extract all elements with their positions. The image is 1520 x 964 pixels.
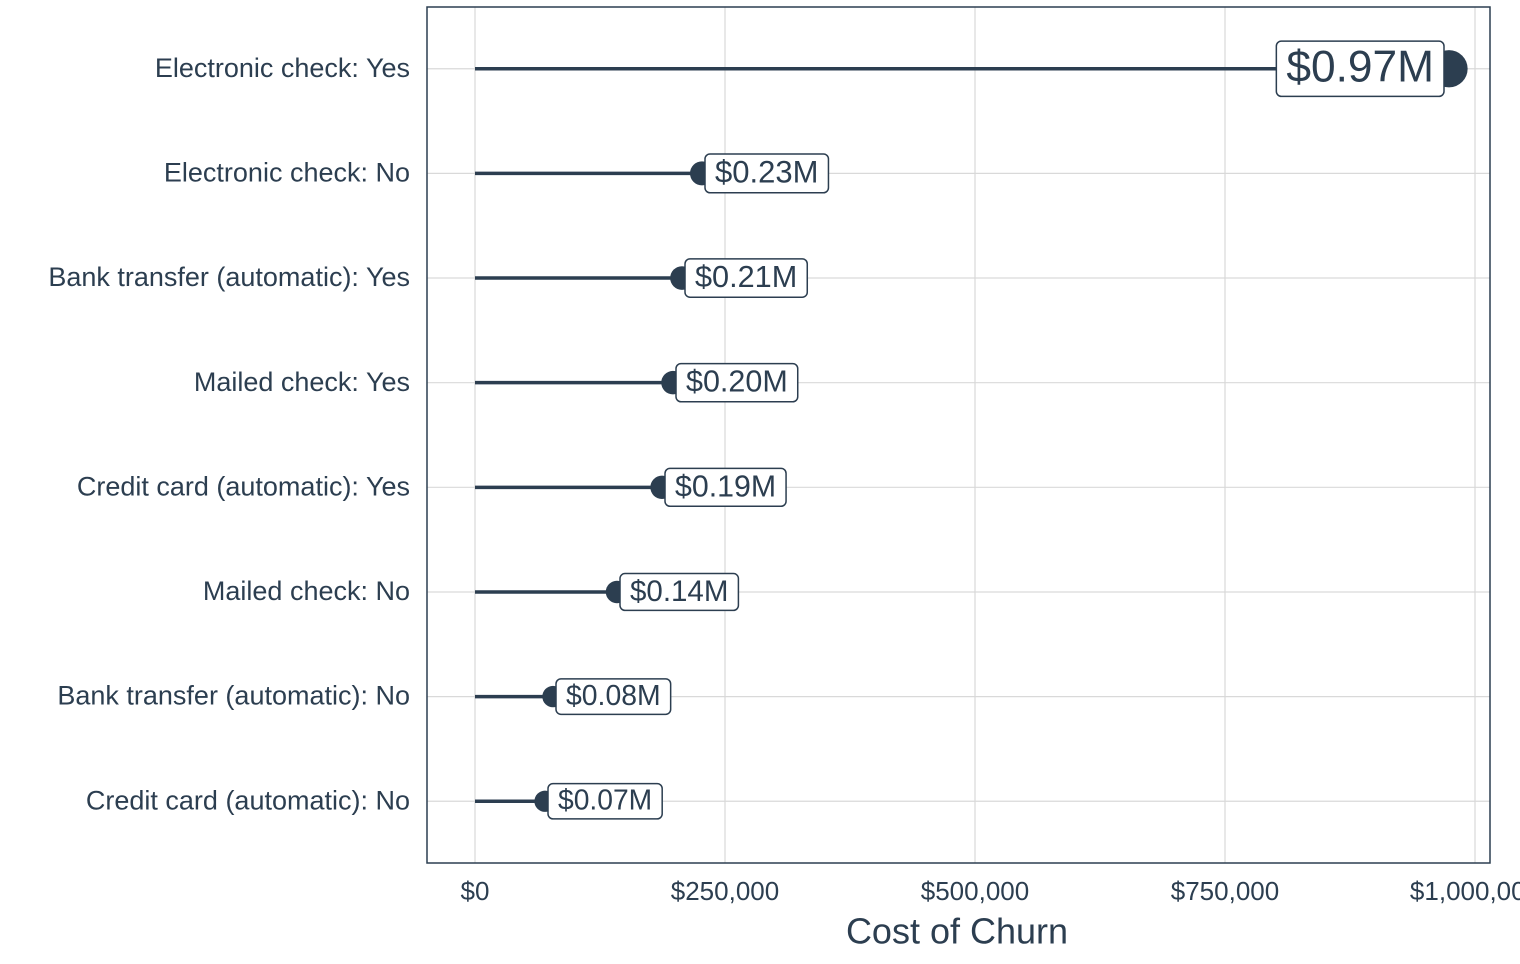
value-label-box (555, 678, 672, 716)
value-label-text: $0.97M (1286, 42, 1434, 91)
y-tick-label: Electronic check: Yes (155, 53, 410, 83)
value-label-text: $0.19M (675, 470, 776, 503)
value-label-box (684, 258, 809, 298)
value-label-text: $0.21M (695, 260, 797, 294)
value-label-box (547, 782, 663, 820)
value-label-box (704, 153, 830, 194)
y-tick-label: Credit card (automatic): Yes (77, 471, 410, 501)
x-tick-label: $250,000 (671, 876, 779, 906)
x-tick-label: $750,000 (1171, 876, 1279, 906)
value-label-box (664, 467, 787, 508)
panel-border (426, 6, 1491, 864)
x-axis-title: Cost of Churn (846, 911, 1068, 952)
value-label-text: $0.23M (715, 155, 818, 190)
value-label: $0.14M (619, 572, 740, 612)
y-tick-label: Bank transfer (automatic): No (57, 681, 410, 711)
value-label: $0.21M (684, 258, 809, 298)
value-label: $0.97M (1275, 40, 1445, 98)
y-tick-label: Mailed check: Yes (194, 367, 410, 397)
value-label-box (1275, 40, 1445, 98)
value-label: $0.08M (555, 678, 672, 716)
value-label: $0.19M (664, 467, 787, 508)
value-label: $0.23M (704, 153, 830, 194)
value-label-box (619, 572, 740, 612)
value-label-text: $0.14M (630, 575, 728, 608)
y-tick-label: Credit card (automatic): No (86, 785, 410, 815)
value-label-text: $0.20M (686, 365, 788, 399)
x-tick-label: $0 (461, 876, 490, 906)
value-label: $0.07M (547, 782, 663, 820)
y-tick-label: Bank transfer (automatic): Yes (48, 262, 410, 292)
x-tick-label: $1,000,000 (1410, 876, 1520, 906)
y-tick-label: Electronic check: No (164, 158, 410, 188)
value-label: $0.20M (675, 362, 799, 403)
y-tick-label: Mailed check: No (203, 576, 410, 606)
value-label-text: $0.08M (566, 680, 661, 712)
value-label-box (675, 362, 799, 403)
x-tick-label: $500,000 (921, 876, 1029, 906)
value-label-text: $0.07M (558, 784, 652, 816)
